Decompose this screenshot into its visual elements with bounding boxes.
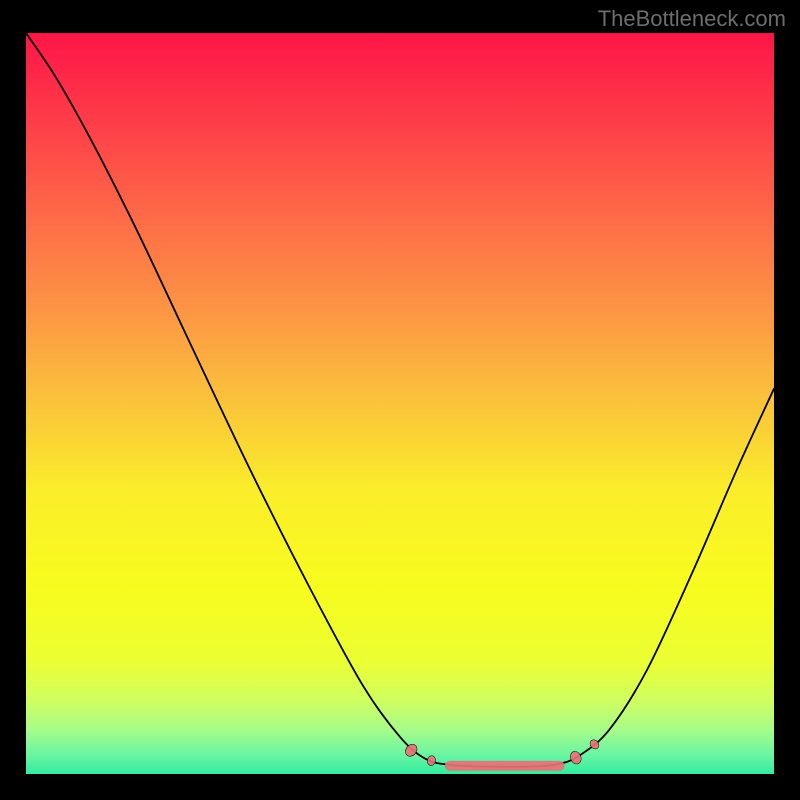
- bottleneck-chart: [26, 33, 774, 774]
- chart-svg: [26, 33, 774, 774]
- watermark-text: TheBottleneck.com: [598, 6, 786, 32]
